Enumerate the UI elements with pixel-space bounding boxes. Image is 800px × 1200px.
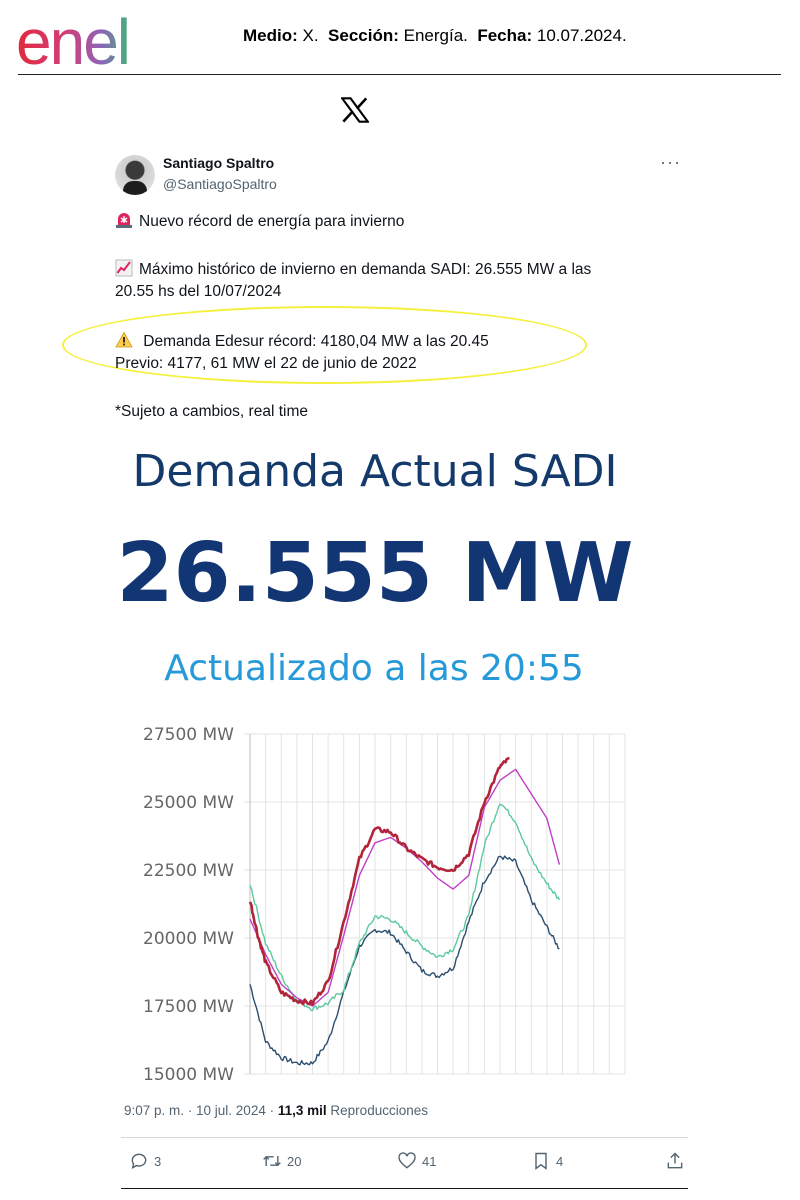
tweet-line-4: *Sujeto a cambios, real time — [115, 403, 308, 420]
tweet-line-3a: Demanda Edesur récord: 4180,04 MW a las … — [115, 331, 489, 351]
like-count: 41 — [422, 1153, 437, 1169]
x-logo-icon — [341, 97, 369, 123]
author-name[interactable]: Santiago Spaltro — [163, 155, 275, 171]
bookmark-icon — [535, 1152, 547, 1170]
meta-divider — [121, 1137, 688, 1138]
demand-chart: 27500 MW 25000 MW 22500 MW 20000 MW 17500 MW… — [143, 725, 626, 1084]
y-tick-label: 22500 MW — [143, 861, 234, 881]
like-button[interactable]: 41 — [397, 1151, 436, 1171]
seccion-label: Sección: — [328, 26, 399, 45]
header-divider — [18, 74, 781, 75]
reply-icon — [131, 1153, 147, 1170]
more-options-button[interactable]: ··· — [660, 152, 681, 172]
y-tick-label: 15000 MW — [143, 1065, 234, 1084]
dashboard-value: 26.555 MW — [116, 526, 634, 621]
media-info: Medio: X. Sección: Energía. Fecha: 10.07… — [243, 26, 627, 46]
seccion-value: Energía. — [403, 26, 468, 45]
dashboard-title: Demanda Actual SADI — [132, 446, 618, 497]
tweet-line-1: Nuevo récord de energía para invierno — [115, 211, 404, 231]
repost-button[interactable]: 20 — [262, 1151, 301, 1171]
svg-text:enel: enel — [16, 8, 129, 70]
siren-icon — [116, 213, 132, 228]
heart-icon — [398, 1152, 416, 1169]
dashboard-updated: Actualizado a las 20:55 — [164, 648, 584, 689]
share-button[interactable] — [665, 1151, 685, 1171]
y-tick-label: 17500 MW — [143, 997, 234, 1017]
medio-value: X. — [302, 26, 319, 45]
author-handle[interactable]: @SantiagoSpaltro — [163, 176, 277, 192]
y-tick-label: 25000 MW — [143, 793, 234, 813]
chart-increasing-icon — [115, 259, 133, 277]
reply-button[interactable]: 3 — [129, 1151, 161, 1171]
y-tick-label: 20000 MW — [143, 929, 234, 949]
tweet-timestamp[interactable]: 9:07 p. m. · 10 jul. 2024 · — [124, 1103, 275, 1118]
medio-label: Medio: — [243, 26, 298, 45]
highlight-ellipse — [62, 306, 587, 384]
tweet-line-2b: 20.55 hs del 10/07/2024 — [115, 283, 282, 300]
tweet-line-3b: Previo: 4177, 61 MW el 22 de junio de 20… — [115, 355, 417, 372]
y-tick-label: 27500 MW — [143, 725, 234, 745]
bottom-divider — [121, 1188, 688, 1189]
bookmark-button[interactable]: 4 — [531, 1151, 563, 1171]
tweet-meta: 9:07 p. m. · 10 jul. 2024 · 11,3 mil Rep… — [124, 1103, 428, 1118]
fecha-label: Fecha: — [477, 26, 533, 45]
views-count: 11,3 mil — [277, 1103, 327, 1118]
repost-icon — [263, 1155, 281, 1167]
views-label: Reproducciones — [330, 1103, 428, 1118]
warning-icon — [115, 331, 133, 348]
series-line-1 — [248, 756, 510, 1006]
fecha-value: 10.07.2024. — [536, 26, 627, 45]
share-icon — [667, 1152, 683, 1169]
series-line-4 — [249, 855, 560, 1066]
bookmark-count: 4 — [556, 1153, 564, 1169]
tweet-line-2a: Máximo histórico de invierno en demanda … — [115, 259, 591, 279]
avatar[interactable] — [115, 155, 155, 195]
repost-count: 20 — [287, 1153, 302, 1169]
enel-logo: enel — [16, 8, 131, 70]
reply-count: 3 — [154, 1153, 162, 1169]
